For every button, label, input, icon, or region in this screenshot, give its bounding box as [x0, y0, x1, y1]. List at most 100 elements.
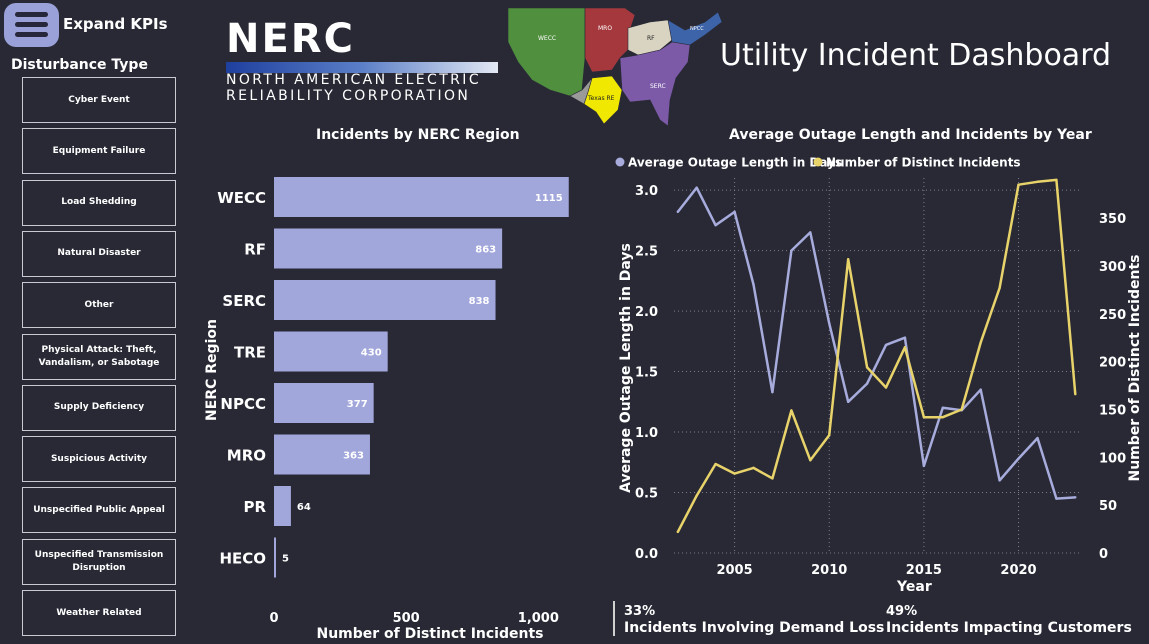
- series-point-outage-length: [790, 249, 793, 252]
- bar-chart-title: Incidents by NERC Region: [316, 127, 520, 143]
- expand-kpis-button[interactable]: [4, 3, 59, 47]
- slicer-item[interactable]: Unspecified Transmission Disruption: [22, 538, 176, 585]
- series-point-outage-length: [1055, 497, 1058, 500]
- left-y-tick-label: 2.5: [635, 245, 658, 260]
- series-point-incidents: [865, 366, 869, 369]
- x-tick-label: 2020: [1000, 563, 1036, 578]
- kpi-customers-label: Incidents Impacting Customers: [886, 620, 1132, 636]
- series-point-outage-length: [865, 382, 869, 385]
- series-point-incidents: [676, 530, 679, 534]
- x-tick-label: 1,000: [518, 611, 559, 626]
- slicer-item[interactable]: Load Shedding: [22, 179, 176, 226]
- series-point-outage-length: [903, 336, 907, 339]
- slicer-item[interactable]: Physical Attack: Theft, Vandalism, or Sa…: [22, 333, 176, 380]
- bar-value-label: 838: [469, 296, 490, 307]
- x-tick-label: 2005: [716, 563, 752, 578]
- left-y-tick-label: 1.0: [635, 426, 658, 441]
- map-label-wecc: WECC: [538, 35, 556, 42]
- x-axis-title: Year: [896, 579, 932, 595]
- right-y-tick-label: 250: [1099, 308, 1126, 323]
- kpi-divider: [613, 601, 615, 636]
- series-point-incidents: [828, 434, 831, 437]
- slicer-item[interactable]: Natural Disaster: [22, 230, 176, 277]
- right-y-tick-label: 50: [1099, 499, 1117, 514]
- menu-line: [15, 32, 48, 37]
- series-point-incidents: [1036, 180, 1039, 184]
- bar-rf: [274, 228, 503, 269]
- menu-line: [15, 12, 48, 17]
- series-point-incidents: [979, 341, 982, 344]
- bar-category-label: MRO: [227, 447, 266, 465]
- left-y-tick-label: 1.5: [635, 366, 658, 381]
- x-tick-label: 500: [393, 611, 420, 626]
- right-y-tick-label: 100: [1099, 451, 1126, 466]
- bar-value-label: 1115: [535, 193, 563, 204]
- nerc-logo: NERC NORTH AMERICAN ELECTRIC RELIABILITY…: [226, 16, 501, 104]
- series-point-outage-length: [998, 479, 1001, 482]
- bar-category-label: SERC: [222, 292, 266, 310]
- map-label-serc: SERC: [650, 83, 666, 90]
- map-region-rf: [627, 19, 673, 56]
- map-label-npcc: NPCC: [690, 26, 704, 32]
- slicer-item[interactable]: Suspicious Activity: [22, 436, 176, 483]
- bar-heco: [274, 537, 276, 578]
- series-point-incidents: [809, 459, 812, 462]
- series-line-incidents: [676, 178, 1077, 533]
- series-point-outage-length: [828, 321, 831, 325]
- kpi-demand-loss-value: 33%: [624, 604, 656, 619]
- bar-category-label: WECC: [217, 189, 266, 207]
- series-point-outage-length: [979, 388, 982, 391]
- right-y-tick-label: 200: [1099, 356, 1126, 371]
- right-y-tick-label: 150: [1099, 404, 1126, 419]
- series-point-outage-length: [1074, 496, 1077, 499]
- map-region-mro: [584, 7, 636, 73]
- logo-line-1: NORTH AMERICAN ELECTRIC: [226, 72, 482, 88]
- y-axis-title: NERC Region: [204, 319, 220, 421]
- slicer-item[interactable]: Other: [22, 282, 176, 329]
- series-point-incidents: [884, 386, 888, 389]
- left-y-tick-label: 0.0: [635, 547, 658, 562]
- bar-mro: [274, 434, 370, 475]
- legend-label: Number of Distinct Incidents: [826, 156, 1021, 170]
- expand-kpis-label[interactable]: Expand KPIs: [63, 15, 168, 33]
- series-point-outage-length: [695, 186, 698, 189]
- series-point-incidents: [790, 409, 793, 412]
- bar-value-label: 377: [347, 399, 368, 410]
- series-point-incidents: [960, 408, 963, 411]
- bar-npcc: [274, 383, 374, 423]
- series-point-outage-length: [846, 400, 850, 403]
- series-point-incidents: [752, 466, 755, 470]
- bar-wecc: [274, 177, 569, 217]
- series-point-incidents: [771, 477, 774, 480]
- logo-gradient-bar: [226, 62, 498, 73]
- slicer-item[interactable]: Unspecified Public Appeal: [22, 487, 176, 534]
- map-region-wecc: [507, 7, 586, 97]
- right-y-tick-label: 0: [1099, 547, 1108, 562]
- series-point-outage-length: [771, 390, 774, 394]
- map-label-texas-re: Texas RE: [587, 95, 615, 102]
- bar-tre: [274, 331, 388, 372]
- slicer-item[interactable]: Cyber Event: [22, 77, 176, 123]
- slicer-item[interactable]: Equipment Failure: [22, 128, 176, 175]
- series-point-incidents: [903, 346, 907, 349]
- series-point-outage-length: [884, 343, 888, 347]
- map-label-mro: MRO: [598, 25, 612, 32]
- series-point-outage-length: [733, 210, 736, 214]
- right-y-tick-label: 350: [1099, 212, 1126, 227]
- legend-marker: [615, 157, 625, 167]
- series-point-incidents: [695, 494, 698, 497]
- kpi-customers-value: 49%: [886, 604, 918, 619]
- left-y-tick-label: 0.5: [635, 487, 658, 502]
- series-point-incidents: [998, 286, 1001, 290]
- bar-category-label: NPCC: [220, 395, 266, 413]
- series-point-outage-length: [941, 406, 945, 410]
- bar-serc: [274, 280, 496, 320]
- series-point-incidents: [1055, 178, 1058, 182]
- bar-category-label: PR: [243, 498, 266, 516]
- slicer-item[interactable]: Supply Deficiency: [22, 384, 176, 431]
- bar-pr: [274, 486, 291, 526]
- left-y-tick-label: 2.0: [635, 305, 658, 320]
- x-axis-title: Number of Distinct Incidents: [316, 626, 543, 642]
- series-point-incidents: [714, 462, 717, 466]
- slicer-item[interactable]: Weather Related: [22, 590, 176, 636]
